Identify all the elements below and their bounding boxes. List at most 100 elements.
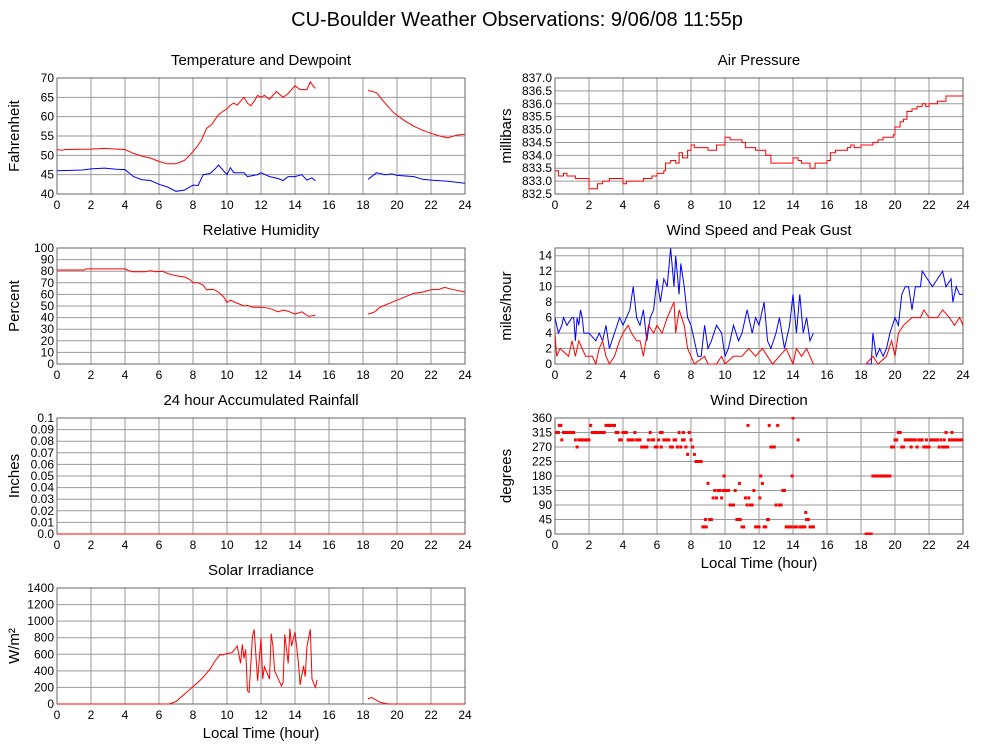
chart-title: Temperature and Dewpoint [171,52,352,69]
data-point [868,532,871,535]
x-tick-label: 24 [956,198,970,212]
y-tick-label: 90 [539,498,553,512]
data-point [917,438,921,442]
data-point [720,496,724,500]
x-tick-label: 22 [424,368,438,382]
y-tick-label: 834.0 [522,148,552,162]
data-point [708,518,712,521]
x-tick-label: 8 [190,198,197,212]
y-tick-label: 400 [34,664,54,678]
y-tick-label: 837.0 [522,71,552,85]
data-point [609,423,613,427]
data-point [737,518,741,521]
data-point [924,438,928,442]
x-tick-label: 24 [458,198,472,212]
plot-border [554,77,964,195]
data-point [747,496,751,500]
data-point [613,423,616,427]
x-tick-label: 22 [922,538,936,552]
data-point [738,518,742,521]
x-tick-label: 16 [322,198,336,212]
data-point [793,525,797,529]
x-tick-label: 16 [820,198,834,212]
data-point [754,525,758,529]
data-point [908,438,912,442]
y-tick-label: 40 [41,187,55,201]
plot-border [554,247,964,365]
data-point [878,474,882,478]
data-point [682,438,686,442]
data-point [907,438,911,442]
data-point [781,489,785,492]
data-point [766,518,770,521]
y-tick-label: 0.04 [31,481,55,495]
x-tick-label: 6 [156,198,163,212]
data-point [594,431,598,434]
data-point [647,438,650,442]
data-point [750,503,754,507]
data-point [735,518,739,521]
data-point [934,438,938,442]
y-tick-label: 600 [34,647,54,661]
y-tick-label: 0.0 [37,527,54,541]
data-point [886,474,890,478]
data-point [723,489,727,492]
data-point [711,496,715,500]
data-point [879,474,883,478]
data-point [582,438,586,442]
data-point [890,445,894,449]
data-point [742,525,746,529]
data-point [570,431,574,434]
data-point [694,460,698,463]
data-point [692,452,696,456]
data-point [722,474,726,478]
y-tick-label: 1200 [27,598,54,612]
data-point [703,518,707,521]
data-point [885,474,888,478]
data-point [800,525,803,529]
data-point [619,438,623,442]
data-point [664,438,667,442]
data-point [584,438,588,442]
data-point [555,431,559,434]
data-point [573,438,577,442]
x-tick-label: 0 [552,538,559,552]
data-point [929,438,933,442]
data-point [563,431,567,434]
x-tick-label: 6 [654,538,661,552]
series-0 [57,628,465,705]
data-point [941,445,945,449]
y-tick-label: 100 [34,241,54,255]
y-tick-label: 0 [545,357,552,371]
y-tick-label: 55 [41,129,55,143]
y-tick-label: 70 [41,276,55,290]
data-point [796,438,800,442]
data-point [662,438,666,442]
x-tick-label: 10 [220,368,234,382]
data-point [888,474,892,478]
x-tick-label: 2 [586,368,593,382]
data-point [891,445,895,449]
data-point [701,525,705,529]
y-tick-label: 833.0 [522,174,552,188]
data-point [953,438,956,442]
series-line [555,301,814,365]
y-tick-label: 6 [545,311,552,325]
data-point [560,438,564,442]
series-0 [555,247,963,365]
data-point [784,525,788,529]
series-line [57,80,316,165]
data-point [703,525,707,529]
data-point [716,489,720,492]
data-point [959,438,963,442]
data-point [650,438,654,442]
x-tick-label: 16 [322,368,336,382]
y-tick-label: 0 [47,697,54,711]
y-tick-label: 835.0 [522,123,552,137]
x-tick-label: 20 [888,368,902,382]
data-point [590,431,594,434]
data-point [681,438,684,442]
data-point [607,423,611,427]
data-point [920,438,924,442]
data-point [713,489,717,492]
